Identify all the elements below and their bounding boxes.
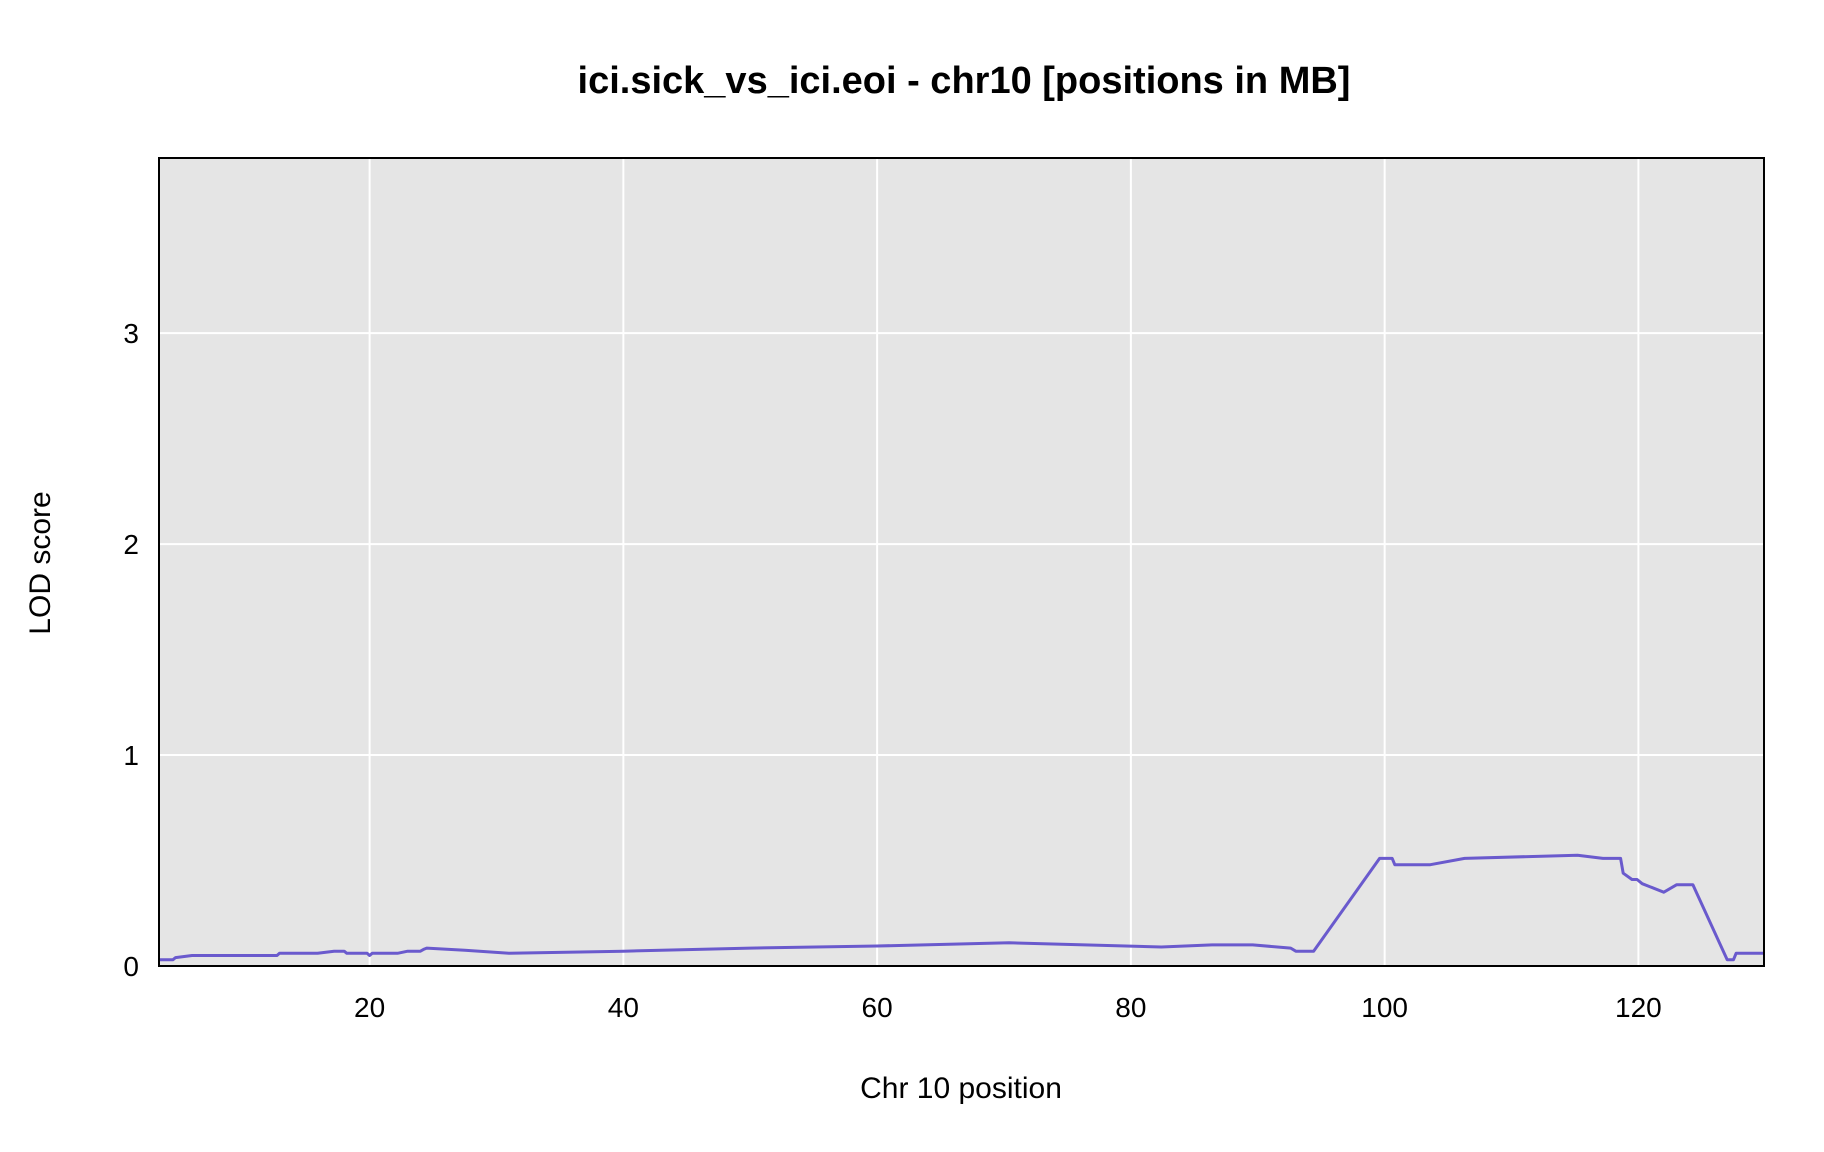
x-tick-label: 60 xyxy=(862,992,893,1023)
x-tick-label: 40 xyxy=(608,992,639,1023)
x-tick-labels: 20 40 60 80 100 120 xyxy=(354,992,1662,1023)
x-tick-label: 20 xyxy=(354,992,385,1023)
lod-series-line xyxy=(159,853,1764,962)
y-tick-labels: 0 1 2 3 xyxy=(123,318,139,982)
y-tick-label: 1 xyxy=(123,740,139,771)
x-tick-label: 80 xyxy=(1115,992,1146,1023)
x-tick-label: 120 xyxy=(1615,992,1662,1023)
plot-frame xyxy=(158,157,1765,967)
chart-title: ici.sick_vs_ici.eoi - chr10 [positions i… xyxy=(578,60,1351,102)
y-tick-label: 0 xyxy=(123,951,139,982)
y-axis-label: LOD score xyxy=(24,491,57,634)
y-tick-label: 2 xyxy=(123,529,139,560)
y-tick-label: 3 xyxy=(123,318,139,349)
plot-area xyxy=(159,158,1764,966)
x-tick-label: 100 xyxy=(1361,992,1408,1023)
x-axis-label: Chr 10 position xyxy=(860,1072,1062,1105)
